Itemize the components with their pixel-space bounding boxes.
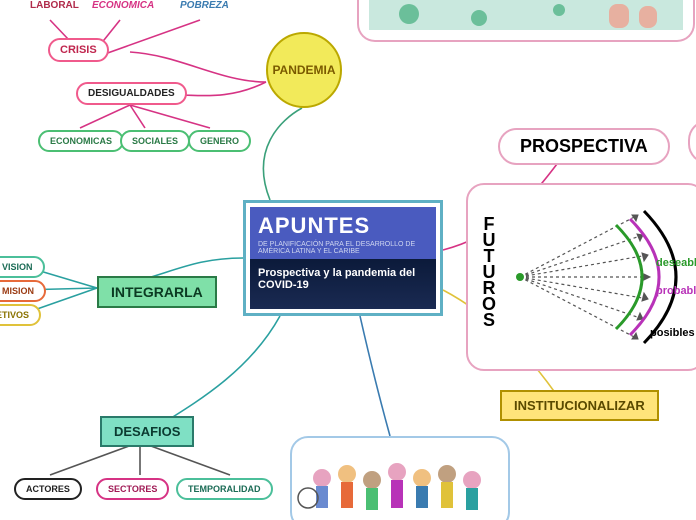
node-economica: ECONOMICA — [92, 0, 154, 11]
center-body: Prospectiva y la pandemia del COVID-19 — [250, 259, 436, 309]
center-title: APUNTES — [250, 207, 436, 241]
node-crisis-label: CRISIS — [60, 44, 97, 56]
node-economicas[interactable]: ECONOMICAS — [38, 130, 124, 152]
node-desafios[interactable]: DESAFIOS — [100, 416, 194, 447]
futuros-probables: probables — [656, 285, 696, 297]
center-subtitle: DE PLANIFICACIÓN PARA EL DESARROLLO DE A… — [250, 241, 436, 259]
node-genero[interactable]: GENERO — [188, 130, 251, 152]
node-desigualdades[interactable]: DESIGUALDADES — [76, 82, 187, 105]
node-laboral: LABORAL — [30, 0, 79, 11]
illustration-people — [290, 436, 510, 520]
illustration-top-right — [357, 0, 695, 42]
node-vision[interactable]: VISION — [0, 256, 45, 278]
node-pandemia-label: PANDEMIA — [272, 63, 335, 77]
futuros-box: FUTUROS deseable probables posibles — [466, 183, 696, 371]
node-mision[interactable]: MISION — [0, 280, 46, 302]
node-integrarla[interactable]: INTEGRARLA — [97, 276, 217, 308]
node-pobreza: POBREZA — [180, 0, 229, 11]
futuros-posibles: posibles — [650, 327, 695, 339]
node-actores[interactable]: ACTORES — [14, 478, 82, 500]
node-institucionalizar[interactable]: INSTITUCIONALIZAR — [500, 390, 659, 421]
node-objetivos[interactable]: ETIVOS — [0, 304, 41, 326]
node-temporalidad[interactable]: TEMPORALIDAD — [176, 478, 273, 500]
center-card: APUNTES DE PLANIFICACIÓN PARA EL DESARRO… — [243, 200, 443, 316]
node-prospectiva[interactable]: PROSPECTIVA — [498, 128, 670, 165]
futuros-fan — [468, 185, 696, 369]
futuros-deseable: deseable — [656, 257, 696, 269]
node-crisis[interactable]: CRISIS — [48, 38, 109, 62]
node-offscreen-right — [688, 120, 696, 164]
node-sociales[interactable]: SOCIALES — [120, 130, 190, 152]
virus-illustration — [359, 0, 693, 40]
node-pandemia[interactable]: PANDEMIA — [266, 32, 342, 108]
node-sectores[interactable]: SECTORES — [96, 478, 169, 500]
